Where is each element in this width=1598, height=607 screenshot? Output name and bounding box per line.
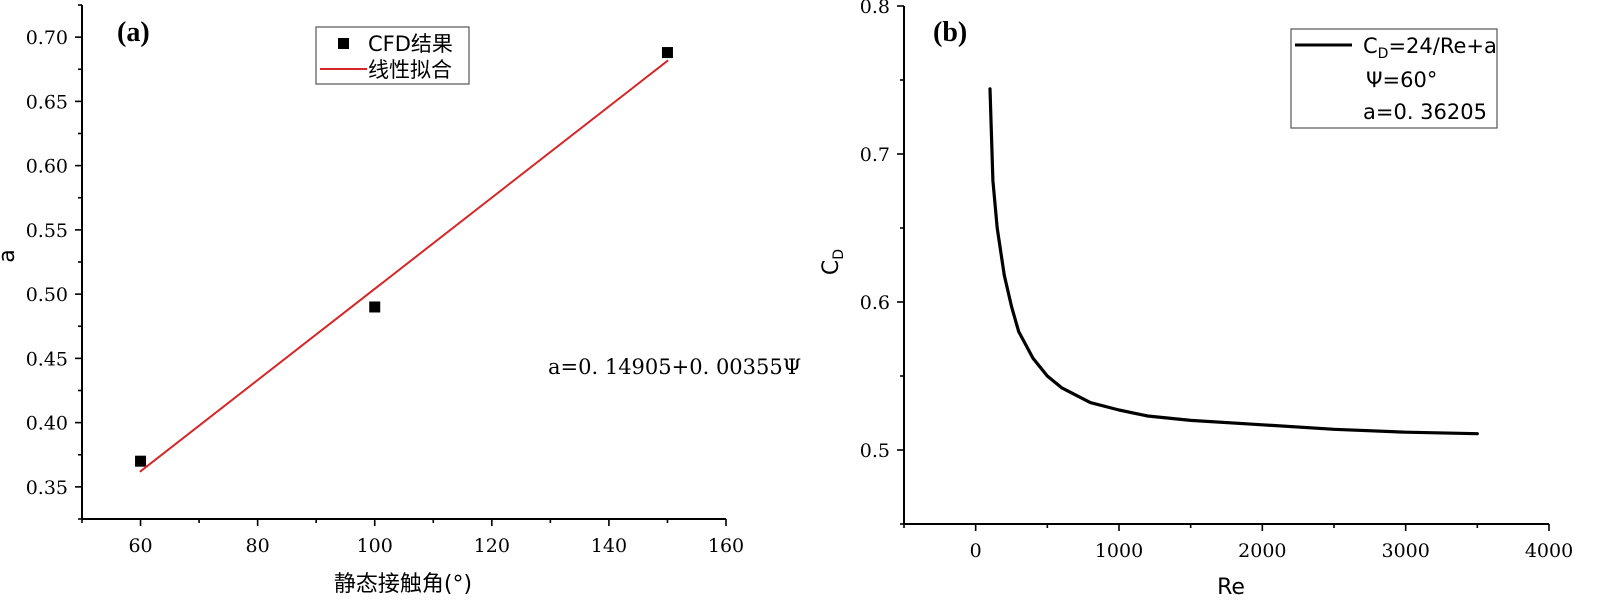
panel-b-y-tick-label: 0.5 — [860, 440, 890, 462]
panel-b-axes — [903, 6, 1549, 525]
svg-text:CD: CD — [819, 249, 847, 275]
panel-a-legend: CFD结果 线性拟合 — [315, 26, 470, 85]
panel-b-y-axis-title-sub: D — [831, 249, 847, 260]
panel-b-x-tick-label: 0 — [970, 540, 982, 562]
panel-a-legend-box — [315, 26, 470, 85]
panel-b-legend-suffix: =24/Re+a — [1388, 34, 1496, 58]
panel-b-label: (b) — [933, 17, 967, 48]
panel-a-legend-label-fit: 线性拟合 — [368, 58, 452, 82]
panel-b-legend-sub: D — [1378, 46, 1389, 62]
panel-a-y-tick-label: 0.60 — [26, 156, 68, 178]
panel-a-legend-marker-cfd — [338, 38, 349, 49]
panel-a-data-point — [661, 47, 673, 59]
panel-a-y-tick-label: 0.65 — [26, 91, 68, 113]
panel-b-x-tick-label: 1000 — [1095, 540, 1143, 562]
panel-b-y-tick-label: 0.7 — [860, 144, 890, 166]
panel-a-marks — [135, 47, 673, 473]
panel-a-ticks: 60 80 100 120 140 160 0.35 0.40 0.45 0.50 0.55 0.60… — [26, 4, 744, 557]
panel-a-x-axis-title: 静态接触角(°) — [334, 572, 472, 597]
panel-b-x-axis-title: Re — [1217, 575, 1245, 600]
panel-a-y-tick-label: 0.55 — [26, 220, 68, 242]
panel-b-legend-line3: a=0. 36205 — [1363, 100, 1487, 124]
panel-a-y-tick-label: 0.35 — [26, 477, 68, 499]
panel-a-legend-label-cfd: CFD结果 — [368, 32, 453, 56]
panel-a-annotation: a=0. 14905+0. 00355Ψ — [548, 355, 801, 379]
panel-a-y-axis-title: a — [0, 249, 20, 262]
panel-b-y-axis-title-main: C — [819, 260, 844, 275]
panel-a-x-tick-label: 160 — [708, 535, 744, 557]
panel-a-data-point — [369, 301, 381, 313]
panel-b-y-tick-label: 0.8 — [860, 0, 890, 18]
panel-a-label: (a) — [117, 17, 150, 48]
panel-a-y-tick-label: 0.50 — [26, 284, 68, 306]
panel-a-x-tick-label: 80 — [246, 535, 270, 557]
panel-b-legend-line1: CD=24/Re+a — [1363, 34, 1497, 62]
panel-b-x-tick-label: 4000 — [1525, 540, 1573, 562]
panel-a-x-tick-label: 60 — [128, 535, 152, 557]
panel-b-legend-line2: Ψ=60° — [1366, 68, 1437, 92]
panel-b-legend-prefix: C — [1363, 34, 1378, 58]
panel-a-y-tick-label: 0.40 — [26, 413, 68, 435]
panel-a-y-tick-label: 0.70 — [26, 27, 68, 49]
panel-a-series-line-1 — [139, 59, 669, 473]
panel-a-y-tick-label: 0.45 — [26, 348, 68, 370]
panel-a-x-tick-label: 140 — [591, 535, 627, 557]
panel-b-x-tick-label: 2000 — [1238, 540, 1286, 562]
panel-a-x-tick-label: 120 — [474, 535, 510, 557]
panel-a-x-tick-label: 100 — [357, 535, 393, 557]
panel-b-y-tick-label: 0.6 — [860, 292, 890, 314]
panel-b-x-tick-label: 3000 — [1381, 540, 1429, 562]
panel-b-y-axis-title: CD — [819, 249, 847, 275]
panel-b-legend: CD=24/Re+a Ψ=60° a=0. 36205 — [1290, 28, 1498, 129]
panel-b-marks — [988, 87, 1479, 436]
panel-a: 60 80 100 120 140 160 0.35 0.40 0.45 0.50 0.55 0.60… — [0, 4, 801, 597]
panel-a-data-point — [135, 455, 147, 467]
panel-b-series-line-0 — [988, 87, 1479, 436]
panel-b-ticks: 0 1000 2000 3000 4000 0.5 0.6 0.7 0.8 — [860, 0, 1573, 562]
